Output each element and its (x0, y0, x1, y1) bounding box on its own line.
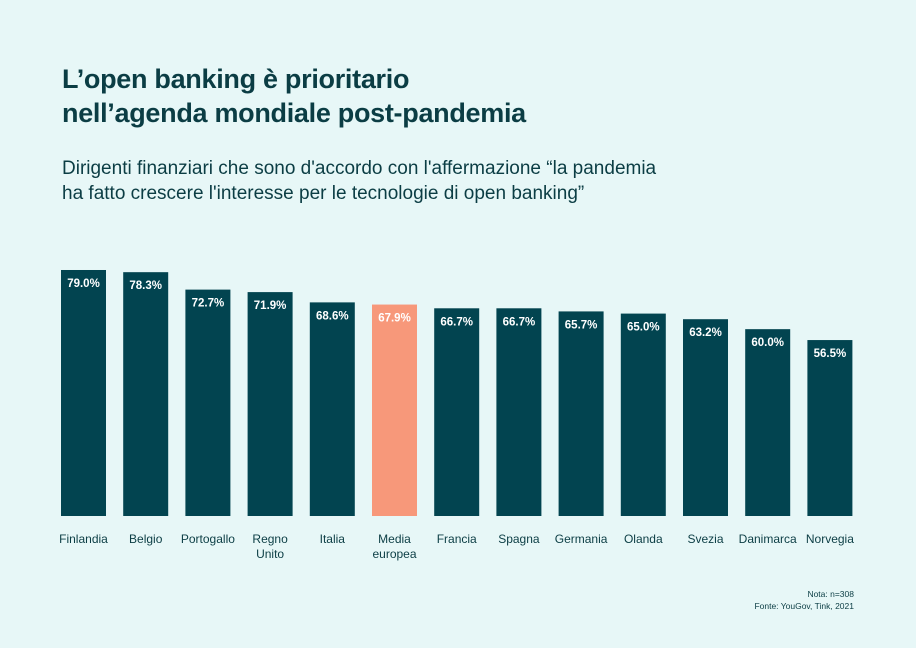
category-label: Francia (437, 532, 477, 546)
category-label: Belgio (129, 532, 163, 546)
category-label: Spagna (498, 532, 540, 546)
bar (620, 313, 666, 516)
bar (496, 308, 542, 516)
data-label: 72.7% (192, 298, 225, 310)
data-label: 65.0% (627, 322, 660, 334)
subtitle-line: Dirigenti finanziari che sono d'accordo … (62, 158, 657, 179)
bar (807, 340, 853, 516)
data-label: 78.3% (129, 280, 162, 292)
bar (185, 289, 231, 516)
category-label: Media (378, 532, 411, 546)
data-label: 66.7% (440, 316, 473, 328)
category-label: europea (372, 547, 416, 561)
note-source: Fonte: YouGov, Tink, 2021 (754, 601, 854, 611)
bar (247, 292, 293, 516)
category-label: Unito (256, 547, 284, 561)
title-line: nell’agenda mondiale post-pandemia (62, 98, 526, 128)
data-label: 65.7% (565, 319, 598, 331)
bar (309, 302, 355, 516)
data-label: 66.7% (503, 316, 536, 328)
category-label: Danimarca (739, 532, 797, 546)
subtitle-line: ha fatto crescere l'interesse per le tec… (62, 183, 585, 204)
bar (434, 308, 480, 516)
chart-notes: Nota: n=308 Fonte: YouGov, Tink, 2021 (754, 588, 854, 612)
category-label: Regno (252, 532, 288, 546)
category-label: Svezia (687, 532, 723, 546)
title-line: L’open banking è prioritario (62, 64, 410, 94)
data-label: 71.9% (254, 300, 287, 312)
category-label: Olanda (624, 532, 663, 546)
category-label: Portogallo (181, 532, 235, 546)
category-label: Germania (555, 532, 608, 546)
data-label: 56.5% (814, 348, 847, 360)
data-label: 63.2% (689, 327, 722, 339)
bar (558, 311, 604, 516)
bar (683, 319, 728, 516)
category-label: Norvegia (806, 532, 854, 546)
category-label: Italia (320, 532, 346, 546)
category-label: Finlandia (59, 532, 108, 546)
bar (745, 329, 791, 516)
bar (123, 272, 169, 516)
bar (372, 304, 417, 516)
chart-title: L’open banking è prioritario nell’agenda… (62, 62, 526, 130)
data-label: 79.0% (67, 278, 100, 290)
data-label: 67.9% (378, 313, 411, 325)
note-sample: Nota: n=308 (807, 589, 854, 599)
bar (61, 269, 106, 516)
chart-subtitle: Dirigenti finanziari che sono d'accordo … (62, 156, 656, 206)
data-label: 68.6% (316, 310, 349, 322)
data-label: 60.0% (751, 337, 784, 349)
